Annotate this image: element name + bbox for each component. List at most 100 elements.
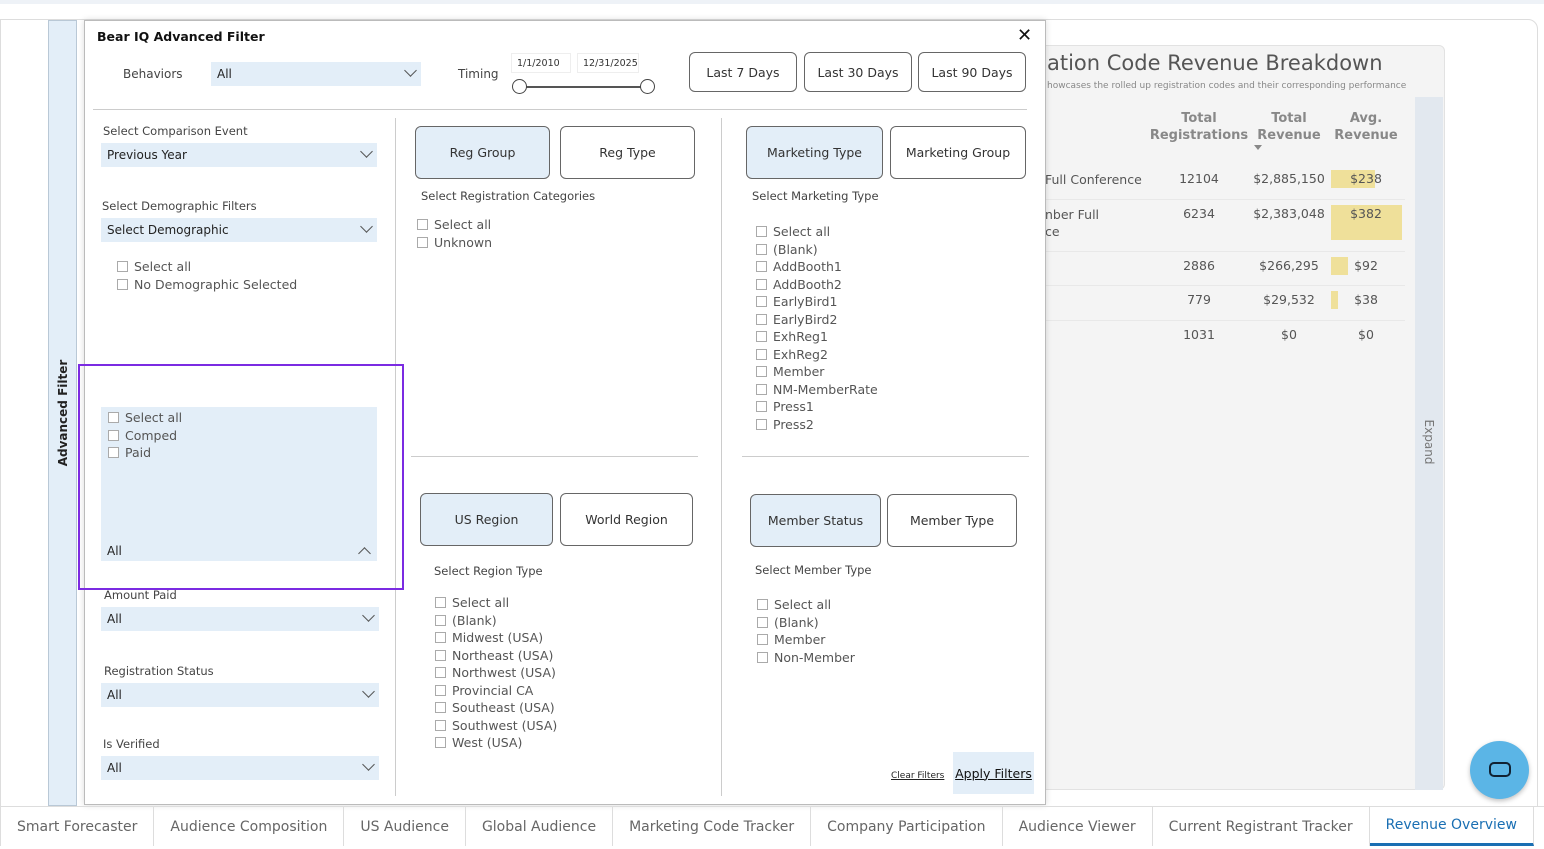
checkbox[interactable]	[435, 649, 446, 661]
checkbox-item[interactable]: Press1	[756, 398, 878, 416]
checkbox[interactable]	[756, 401, 767, 413]
checkbox[interactable]	[417, 236, 428, 248]
checkbox-item[interactable]: Northeast (USA)	[435, 647, 557, 665]
more-tabs-button[interactable]: ···	[1534, 807, 1544, 846]
checkbox[interactable]	[757, 616, 768, 628]
checkbox-item[interactable]: Midwest (USA)	[435, 629, 557, 647]
advanced-filter-toggle[interactable]: Advanced Filter	[48, 20, 77, 806]
checkbox-item[interactable]: Northwest (USA)	[435, 664, 557, 682]
checkbox[interactable]	[756, 313, 767, 325]
checkbox[interactable]	[117, 261, 128, 273]
checkbox[interactable]	[435, 614, 446, 626]
last-90-days-button[interactable]: Last 90 Days	[918, 52, 1026, 92]
reg-group-tab[interactable]: Reg Group	[415, 126, 550, 179]
checkbox-item[interactable]: AddBooth2	[756, 276, 878, 294]
us-region-tab[interactable]: US Region	[420, 493, 553, 546]
checkbox[interactable]	[117, 278, 128, 290]
tab-marketing-code-tracker[interactable]: Marketing Code Tracker	[613, 807, 812, 846]
apply-filters-button[interactable]: Apply Filters	[953, 752, 1034, 794]
checkbox[interactable]	[756, 418, 767, 430]
checkbox-item[interactable]: Non-Member	[757, 649, 855, 667]
checkbox-item[interactable]: ExhReg1	[756, 328, 878, 346]
member-status-tab[interactable]: Member Status	[750, 494, 881, 547]
checkbox[interactable]	[756, 348, 767, 360]
checkbox-item[interactable]: Member	[757, 631, 855, 649]
checkbox[interactable]	[108, 412, 119, 424]
checkbox-item[interactable]: Select all	[756, 223, 878, 241]
comparison-dropdown[interactable]: Previous Year	[101, 143, 377, 167]
checkbox-item[interactable]: Press2	[756, 416, 878, 434]
checkbox[interactable]	[417, 219, 428, 231]
checkbox-item[interactable]: (Blank)	[757, 614, 855, 632]
checkbox-item[interactable]: Unknown	[417, 234, 492, 252]
tab-current-registrant-tracker[interactable]: Current Registrant Tracker	[1153, 807, 1370, 846]
checkbox-item[interactable]: Select all	[757, 596, 855, 614]
checkbox-item[interactable]: (Blank)	[435, 612, 557, 630]
clear-filters-link[interactable]: Clear Filters	[891, 771, 945, 781]
column-header[interactable]: Avg. Revenue	[1334, 111, 1398, 143]
last-30-days-button[interactable]: Last 30 Days	[804, 52, 912, 92]
checkbox[interactable]	[756, 243, 767, 255]
column-header[interactable]: Total Registrations	[1149, 111, 1249, 143]
close-icon[interactable]: ✕	[1017, 25, 1033, 46]
checkbox[interactable]	[756, 226, 767, 238]
tab-company-participation[interactable]: Company Participation	[811, 807, 1003, 846]
column-header[interactable]: Total Revenue	[1257, 111, 1321, 143]
checkbox-item[interactable]: Comped	[108, 427, 182, 445]
checkbox[interactable]	[108, 429, 119, 441]
checkbox[interactable]	[108, 447, 119, 459]
tab-revenue-overview[interactable]: Revenue Overview	[1369, 807, 1534, 846]
checkbox-item[interactable]: ExhReg2	[756, 346, 878, 364]
checkbox-item[interactable]: West (USA)	[435, 734, 557, 752]
checkbox-item[interactable]: Southwest (USA)	[435, 717, 557, 735]
slider-start-handle[interactable]	[512, 79, 527, 94]
checkbox[interactable]	[435, 667, 446, 679]
checkbox[interactable]	[435, 684, 446, 696]
checkbox-item[interactable]: (Blank)	[756, 241, 878, 259]
start-date-input[interactable]: 1/1/2010	[511, 53, 571, 73]
last-7-days-button[interactable]: Last 7 Days	[689, 52, 797, 92]
world-region-tab[interactable]: World Region	[560, 493, 693, 546]
checkbox-item[interactable]: No Demographic Selected	[117, 276, 297, 294]
checkbox[interactable]	[756, 261, 767, 273]
checkbox-item[interactable]: Southeast (USA)	[435, 699, 557, 717]
checkbox-item[interactable]: EarlyBird1	[756, 293, 878, 311]
member-type-tab[interactable]: Member Type	[887, 494, 1017, 547]
checkbox[interactable]	[756, 366, 767, 378]
expand-button[interactable]: Expand	[1415, 97, 1443, 790]
checkbox[interactable]	[756, 296, 767, 308]
checkbox[interactable]	[435, 632, 446, 644]
tab-smart-forecaster[interactable]: Smart Forecaster	[1, 807, 155, 846]
tab-global-audience[interactable]: Global Audience	[466, 807, 614, 846]
checkbox[interactable]	[757, 634, 768, 646]
checkbox[interactable]	[757, 651, 768, 663]
chat-button[interactable]	[1470, 741, 1529, 799]
checkbox-item[interactable]: Select all	[417, 216, 492, 234]
marketing-group-tab[interactable]: Marketing Group	[890, 126, 1026, 179]
reg-type-tab[interactable]: Reg Type	[560, 126, 695, 179]
checkbox[interactable]	[435, 719, 446, 731]
registration-status-dropdown[interactable]: All	[101, 683, 379, 707]
checkbox-item[interactable]: EarlyBird2	[756, 311, 878, 329]
tab-audience-composition[interactable]: Audience Composition	[154, 807, 345, 846]
checkbox-item[interactable]: Select all	[108, 409, 182, 427]
tab-audience-viewer[interactable]: Audience Viewer	[1003, 807, 1153, 846]
checkbox-item[interactable]: Select all	[117, 258, 297, 276]
checkbox[interactable]	[756, 278, 767, 290]
checkbox[interactable]	[435, 597, 446, 609]
checkbox-item[interactable]: Select all	[435, 594, 557, 612]
checkbox-item[interactable]: Paid	[108, 444, 182, 462]
is-verified-dropdown[interactable]: All	[101, 756, 379, 780]
behaviors-dropdown[interactable]: All	[211, 62, 421, 86]
checkbox[interactable]	[757, 599, 768, 611]
amount-paid-dropdown[interactable]: All	[101, 607, 379, 631]
checkbox-item[interactable]: Provincial CA	[435, 682, 557, 700]
checkbox[interactable]	[435, 702, 446, 714]
checkbox[interactable]	[756, 383, 767, 395]
checkbox[interactable]	[435, 737, 446, 749]
slider-end-handle[interactable]	[640, 79, 655, 94]
marketing-type-tab[interactable]: Marketing Type	[746, 126, 883, 179]
checkbox-item[interactable]: NM-MemberRate	[756, 381, 878, 399]
end-date-input[interactable]: 12/31/2025	[577, 53, 639, 73]
checkbox-item[interactable]: Member	[756, 363, 878, 381]
